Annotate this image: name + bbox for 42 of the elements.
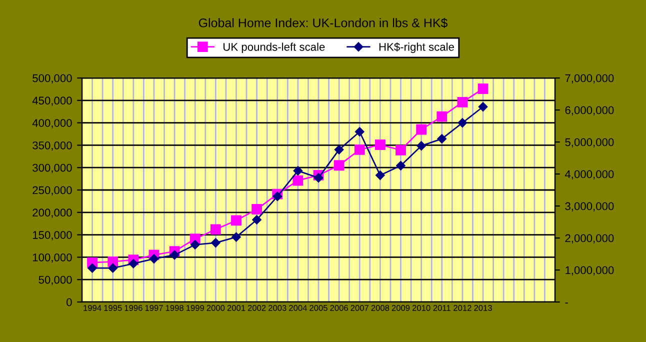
x-tick-label: 2002 [248,305,266,311]
x-tick-label: 2009 [392,305,410,311]
legend-label: UK pounds-left scale [224,42,325,54]
y2-tick-label: 5,000,000 [565,138,614,148]
x-tick-label: 2010 [412,305,430,311]
x-tick-label: 2012 [454,305,472,311]
y-tick-label: 0 [66,298,72,306]
x-tick-label: 2006 [330,305,348,311]
y2-tick-label: 7,000,000 [565,74,614,84]
x-tick-label: 1997 [145,305,163,311]
y-tick-label: 350,000 [32,141,72,151]
y2-tick-label: 6,000,000 [565,106,614,116]
x-tick-label: 2004 [289,305,307,311]
y-tick-label: 300,000 [32,164,72,174]
legend-label: HK$-right scale [379,42,454,54]
x-tick-label: 1995 [104,305,122,311]
x-tick-label: 2008 [371,305,390,311]
y2-tick-label: 4,000,000 [564,170,614,180]
x-tick-label: 1998 [166,305,184,311]
y-tick-label: 50,000 [38,276,72,286]
x-tick-label: 1996 [124,305,142,311]
x-tick-label: 2000 [206,305,225,311]
y-tick-label: 100,000 [32,253,72,263]
y-tick-label: 250,000 [32,186,72,196]
x-tick-label: 2003 [268,305,286,311]
y-tick-label: 400,000 [32,119,72,128]
chart-title: Global Home Index: UK-London in lbs & HK$ [198,18,448,28]
y2-tick-label: 1,000,000 [566,266,614,276]
y-tick-label: 200,000 [32,208,72,218]
x-tick-label: 2001 [227,305,246,311]
x-tick-label: 2007 [350,305,368,311]
x-tick-label: 1994 [84,305,102,311]
x-tick-label: 2013 [474,305,492,311]
x-tick-label: 2011 [433,305,450,311]
y-tick-label: 150,000 [32,231,72,240]
y2-tick-label: - [565,302,568,304]
y2-tick-label: 3,000,000 [565,202,614,212]
y-tick-label: 450,000 [32,96,72,106]
x-tick-label: 1999 [186,305,204,311]
y-tick-label: 500,000 [32,74,72,84]
y2-tick-label: 2,000,000 [565,234,614,244]
x-tick-label: 2005 [310,305,328,311]
